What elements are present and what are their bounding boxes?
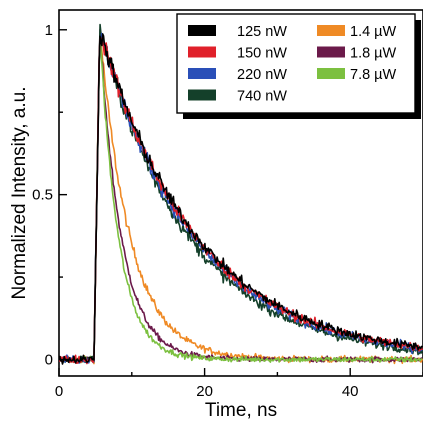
series-line bbox=[59, 36, 423, 364]
series-layer bbox=[59, 23, 423, 365]
legend-swatch bbox=[188, 25, 216, 36]
legend-swatch bbox=[188, 46, 216, 58]
legend-label: 220 nW bbox=[237, 67, 287, 83]
y-axis-ticks: 00.51 bbox=[32, 22, 67, 369]
x-axis-label: Time, ns bbox=[205, 400, 277, 421]
x-tick-label: 20 bbox=[196, 383, 213, 400]
y-tick-label: 1 bbox=[45, 22, 53, 39]
legend-label: 125 nW bbox=[237, 24, 287, 40]
legend-swatch bbox=[317, 25, 345, 36]
legend: 125 nW 150 nW 220 nW 740 nW 1.4 µW 1.8 µW 7.8 … bbox=[176, 13, 421, 119]
x-tick-label: 0 bbox=[55, 383, 63, 400]
legend-label: 7.8 µW bbox=[350, 67, 397, 83]
legend-swatch bbox=[188, 89, 216, 101]
legend-box bbox=[176, 13, 416, 114]
legend-swatch bbox=[188, 68, 216, 79]
legend-label: 1.4 µW bbox=[350, 24, 397, 40]
x-tick-label: 40 bbox=[342, 383, 359, 400]
legend-label: 740 nW bbox=[237, 89, 287, 105]
series-line bbox=[59, 33, 423, 365]
y-tick-label: 0.5 bbox=[32, 187, 53, 204]
x-axis-ticks: 0 20 40 bbox=[55, 368, 423, 400]
y-tick-label: 0 bbox=[45, 352, 53, 369]
legend-swatch bbox=[317, 68, 345, 79]
legend-label: 150 nW bbox=[237, 46, 287, 62]
y-axis-label: Normalized Intensity, a.u. bbox=[9, 87, 30, 300]
legend-label: 1.8 µW bbox=[350, 46, 397, 62]
legend-swatch bbox=[317, 46, 345, 58]
legend-items: 125 nW 150 nW 220 nW 740 nW 1.4 µW 1.8 µW 7.8 … bbox=[188, 24, 397, 105]
